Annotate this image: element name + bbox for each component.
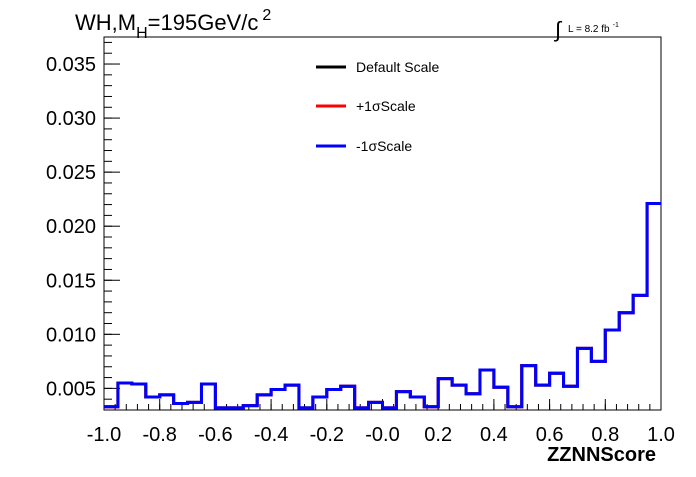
y-tick-label: 0.005 <box>46 378 96 400</box>
x-tick-label: 0.8 <box>591 424 619 446</box>
chart-title-middle: =195GeV/c <box>148 10 259 35</box>
x-tick-label: -0.6 <box>198 424 232 446</box>
x-tick-label: 0.4 <box>480 424 508 446</box>
axis-tick-labels: -1.0 -0.8 -0.6 -0.4 -0.2 -0.0 0.2 0.4 0.6 0.8 1.0 0… <box>46 54 675 446</box>
legend: Default Scale +1σScale -1σScale <box>316 59 439 154</box>
x-axis-label: ZZNNScore <box>547 444 656 466</box>
x-tick-label: -0.2 <box>310 424 344 446</box>
chart-title-prefix: WH,M <box>75 10 136 35</box>
x-tick-label: 0.6 <box>536 424 564 446</box>
legend-label: +1σScale <box>356 98 416 114</box>
series-line-2 <box>104 202 661 410</box>
axis-ticks <box>103 41 662 411</box>
y-tick-label: 0.030 <box>46 108 96 130</box>
x-tick-label: 1.0 <box>647 424 675 446</box>
lumi-label: L = 8.2 fb -1 <box>568 22 619 35</box>
chart-title-superscript: 2 <box>262 7 271 24</box>
x-tick-label: -0.0 <box>365 424 399 446</box>
legend-label: -1σScale <box>356 138 412 154</box>
lumi-label-text: L = 8.2 fb <box>568 24 610 35</box>
x-tick-label: 0.2 <box>424 424 452 446</box>
y-tick-label: 0.025 <box>46 162 96 184</box>
x-tick-label: -0.4 <box>254 424 288 446</box>
series-layer <box>104 202 661 410</box>
y-tick-label: 0.010 <box>46 324 96 346</box>
chart-title-subscript: H <box>136 25 148 42</box>
y-tick-label: 0.015 <box>46 270 96 292</box>
lumi-label-superscript: -1 <box>613 22 619 29</box>
chart-title: WH,MH=195GeV/c 2 <box>75 7 271 42</box>
x-tick-label: -0.8 <box>142 424 176 446</box>
legend-label: Default Scale <box>356 59 439 75</box>
y-tick-label: 0.035 <box>46 54 96 76</box>
y-tick-label: 0.020 <box>46 216 96 238</box>
lumi-integral-symbol: ∫ <box>553 17 563 42</box>
x-tick-label: -1.0 <box>87 424 121 446</box>
